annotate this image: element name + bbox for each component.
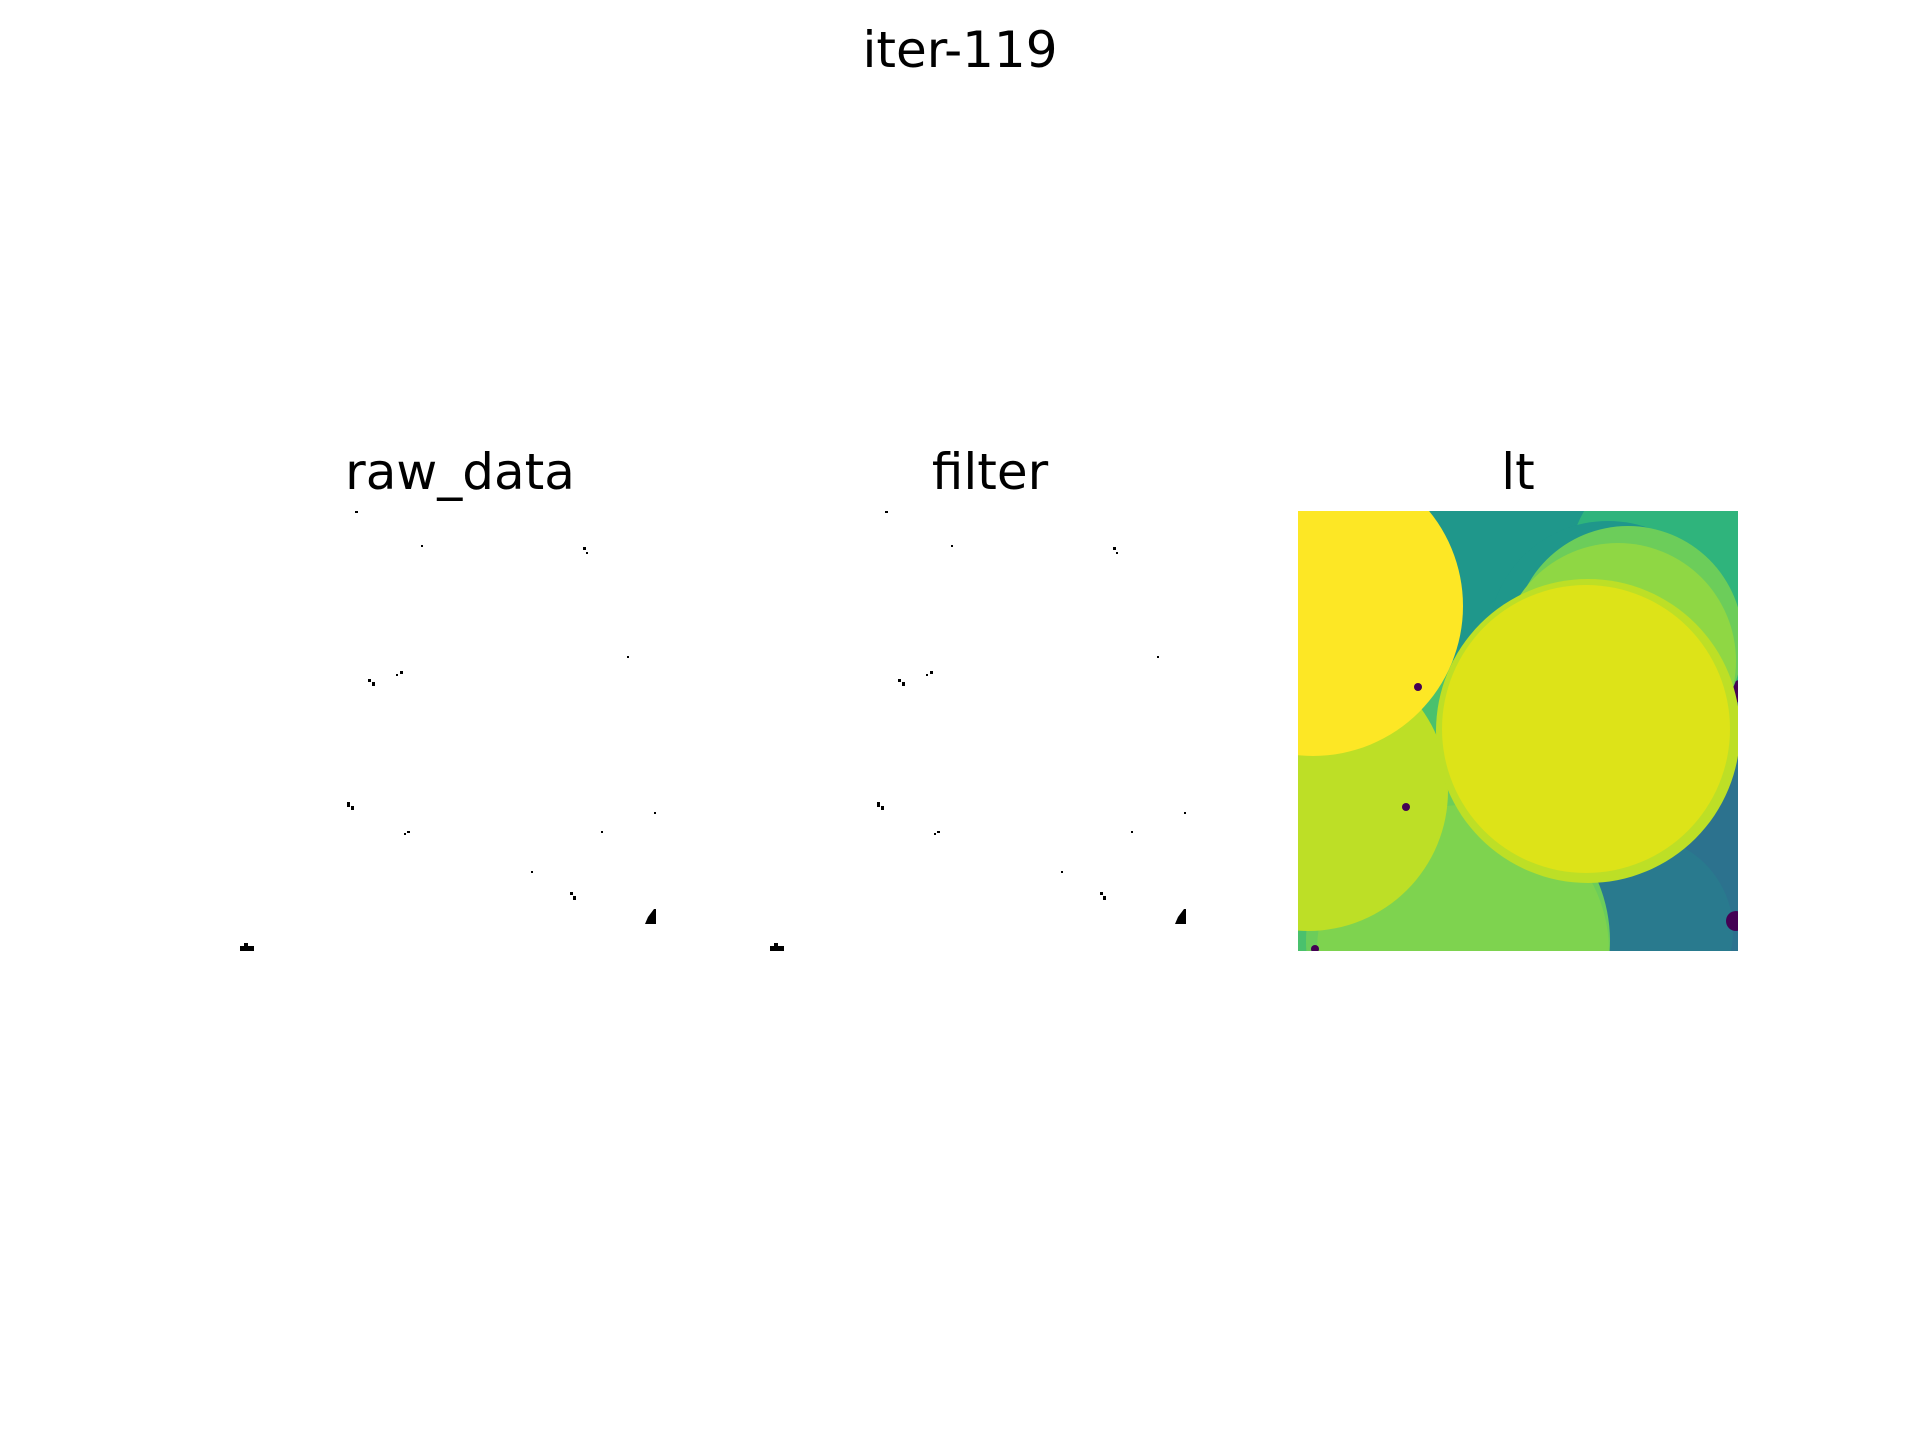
panel-title-raw-data: raw_data — [345, 443, 575, 501]
lt-image — [1298, 511, 1738, 951]
figure-suptitle: iter-119 — [862, 21, 1058, 79]
panel-title-lt: lt — [1501, 443, 1535, 501]
panel-title-filter: filter — [931, 443, 1049, 501]
raw-data-image — [240, 511, 680, 951]
filter-image — [770, 511, 1210, 951]
